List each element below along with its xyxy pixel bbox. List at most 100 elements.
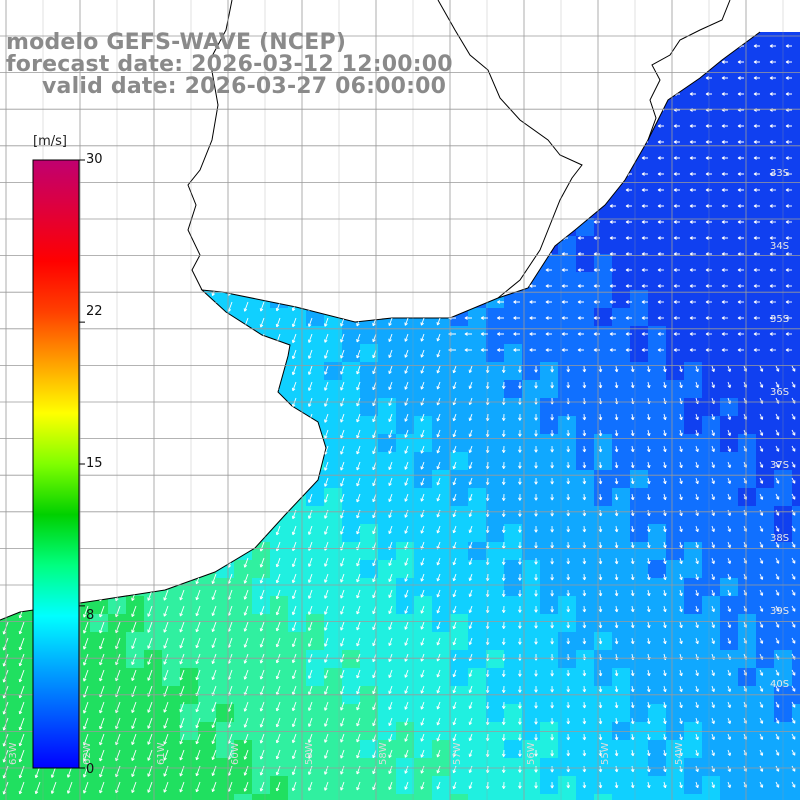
wind-arrow: [689, 300, 696, 304]
wind-arrow: [115, 461, 121, 474]
wind-arrow: [147, 573, 153, 585]
wind-arrow: [307, 429, 313, 439]
wind-arrow: [614, 381, 619, 389]
wind-arrow: [2, 573, 9, 587]
wind-arrow: [147, 221, 153, 233]
wind-arrow: [243, 205, 249, 216]
wind-arrow: [243, 221, 249, 232]
wind-arrow: [243, 397, 249, 408]
wind-arrow: [598, 461, 603, 469]
wind-arrow: [464, 156, 472, 160]
wind-arrow: [657, 204, 664, 208]
wind-arrow: [404, 477, 409, 486]
wind-arrow: [630, 381, 635, 389]
wind-arrow: [513, 252, 520, 256]
wind-arrow: [561, 124, 568, 128]
wind-arrow: [243, 637, 249, 648]
wind-arrow: [753, 172, 760, 176]
wind-arrow: [625, 332, 632, 336]
wind-arrow: [518, 461, 522, 469]
wind-arrow: [625, 268, 632, 272]
wind-arrow: [115, 413, 121, 426]
wind-arrow: [593, 60, 600, 64]
wind-arrow: [452, 589, 457, 598]
wind-arrow: [291, 141, 297, 152]
wind-arrow: [179, 125, 185, 137]
wind-arrow: [2, 477, 9, 491]
wind-arrow: [388, 493, 393, 502]
wind-arrow: [291, 333, 297, 344]
wind-arrow: [630, 605, 635, 613]
wind-arrow: [566, 381, 571, 389]
wind-arrow: [163, 589, 169, 601]
wind-arrow: [646, 669, 651, 677]
wind-arrow: [529, 172, 536, 176]
wind-arrow: [420, 157, 425, 166]
wind-arrow: [598, 365, 603, 373]
wind-arrow: [550, 509, 554, 517]
wind-arrow: [324, 525, 329, 535]
wind-arrow: [630, 509, 635, 517]
wind-arrow: [534, 637, 538, 645]
wind-arrow: [163, 413, 169, 425]
wind-arrow: [307, 589, 313, 599]
wind-arrow: [582, 717, 587, 725]
wind-arrow: [497, 44, 504, 48]
wind-arrow: [727, 413, 731, 420]
wind-arrow: [711, 413, 715, 421]
wind-arrow: [753, 204, 760, 208]
wind-arrow: [769, 236, 776, 240]
wind-arrow: [115, 189, 121, 202]
wind-arrow: [356, 701, 361, 711]
wind-arrow: [791, 461, 796, 468]
wind-arrow: [609, 156, 616, 160]
wind-arrow: [18, 733, 25, 747]
wind-arrow: [147, 125, 153, 137]
wind-arrow: [436, 317, 441, 326]
wind-arrow: [630, 429, 635, 437]
wind-arrow: [759, 381, 764, 388]
wind-arrow: [340, 125, 345, 135]
wind-arrow: [211, 381, 217, 393]
wind-arrow: [759, 557, 764, 564]
wind-arrow: [775, 573, 780, 580]
wind-arrow: [163, 365, 169, 377]
wind-arrow: [131, 141, 137, 153]
wind-arrow: [529, 300, 536, 304]
wind-arrow: [582, 541, 587, 549]
wind-arrow: [689, 220, 696, 224]
wind-arrow: [227, 541, 233, 552]
wind-arrow: [340, 509, 345, 519]
lat-label: 40S: [770, 679, 789, 690]
wind-arrow: [791, 701, 796, 708]
wind-arrow: [630, 685, 635, 693]
wind-arrow: [452, 445, 457, 454]
wind-arrow: [259, 717, 265, 728]
wind-arrow: [275, 461, 281, 472]
wind-arrow: [759, 701, 764, 708]
wind-arrow: [497, 220, 504, 224]
wind-arrow: [372, 573, 377, 583]
wind-arrow: [179, 621, 185, 633]
wind-arrow: [211, 445, 217, 457]
wind-arrow: [131, 221, 137, 233]
wind-arrow: [420, 189, 425, 198]
wind-arrow: [534, 557, 538, 565]
wind-arrow: [275, 621, 281, 632]
wind-arrow: [566, 477, 571, 485]
wind-arrow: [131, 445, 137, 457]
wind-arrow: [372, 413, 377, 423]
wind-arrow: [625, 60, 632, 64]
wind-arrow: [501, 429, 506, 437]
wind-arrow: [518, 445, 522, 453]
wind-arrow: [614, 637, 619, 645]
lon-label: 63W: [8, 742, 19, 765]
wind-arrow: [259, 397, 265, 408]
wind-arrow: [785, 268, 792, 272]
wind-arrow: [179, 637, 185, 649]
wind-arrow: [340, 717, 345, 727]
wind-arrow: [769, 60, 776, 64]
wind-arrow: [753, 284, 760, 288]
wind-arrow: [18, 157, 25, 171]
